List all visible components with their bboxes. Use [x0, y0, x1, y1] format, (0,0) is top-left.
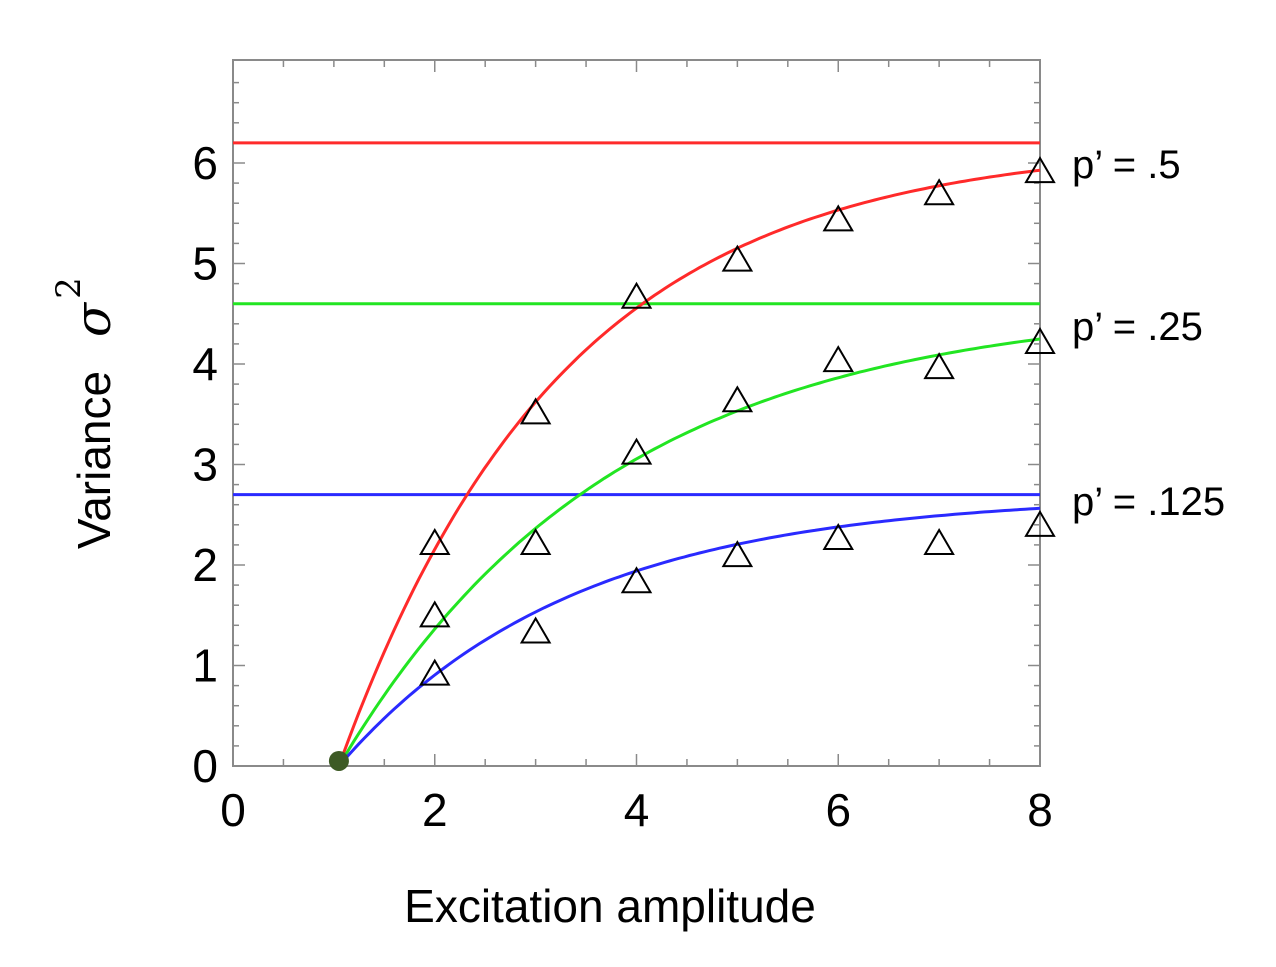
fit-curve-0 [337, 168, 1041, 767]
series-label: p’ = .125 [1072, 480, 1225, 524]
asymptote-lines [233, 141, 1040, 497]
y-tick-labels: 0 1 2 3 4 5 6 [192, 137, 218, 792]
data-point-marker [923, 178, 955, 206]
data-point-marker [822, 204, 854, 232]
x-tick-label: 6 [825, 784, 851, 836]
data-point-marker [822, 345, 854, 373]
y-tick-label: 5 [192, 238, 218, 290]
y-tick-label: 2 [192, 539, 218, 591]
y-tick-label: 1 [192, 640, 218, 692]
series-label: p’ = .5 [1072, 143, 1181, 187]
y-tick-label: 4 [192, 338, 218, 390]
x-tick-label: 8 [1027, 784, 1053, 836]
data-point-marker [721, 540, 754, 568]
data-point-marker [419, 600, 451, 628]
y-axis-title-group: Variance σ 2 [49, 277, 122, 549]
x-tick-labels: 0 2 4 6 8 [220, 784, 1053, 836]
fit-curves [337, 168, 1041, 767]
fit-curve-2 [337, 506, 1041, 767]
data-markers [419, 156, 1056, 686]
data-point-marker [519, 616, 552, 644]
data-point-marker [519, 528, 552, 556]
data-point-marker [620, 281, 653, 309]
series-label: p’ = .25 [1072, 305, 1203, 349]
x-axis-title: Excitation amplitude [404, 880, 816, 932]
y-axis-title: Variance [68, 371, 120, 549]
data-point-marker [1024, 509, 1056, 537]
data-point-marker [923, 528, 955, 556]
origin-point [328, 750, 349, 771]
plot-frame [232, 59, 1041, 767]
x-tick-label: 2 [422, 784, 448, 836]
y-tick-label: 6 [192, 137, 218, 189]
data-point-marker [419, 528, 451, 556]
data-point-marker [419, 658, 451, 686]
data-point-marker [923, 352, 955, 380]
x-tick-label: 0 [220, 784, 246, 836]
minor-ticks [233, 60, 1040, 766]
fit-curve-1 [337, 337, 1041, 767]
data-point-marker [519, 397, 552, 425]
y-axis-sigma-exponent: 2 [49, 277, 89, 299]
y-tick-label: 0 [192, 740, 218, 792]
data-point-marker [721, 244, 754, 272]
data-point-marker [721, 385, 754, 413]
data-point-marker [620, 566, 653, 594]
series-labels: p’ = .5 p’ = .25 p’ = .125 [1072, 143, 1225, 524]
y-axis-sigma-symbol: σ [64, 301, 122, 337]
data-point-marker [1024, 156, 1056, 184]
origin-point-group [328, 750, 349, 771]
y-tick-label: 3 [192, 439, 218, 491]
x-tick-label: 4 [624, 784, 650, 836]
data-point-marker [1024, 327, 1056, 355]
data-point-marker [620, 437, 653, 465]
data-point-marker [822, 523, 854, 550]
